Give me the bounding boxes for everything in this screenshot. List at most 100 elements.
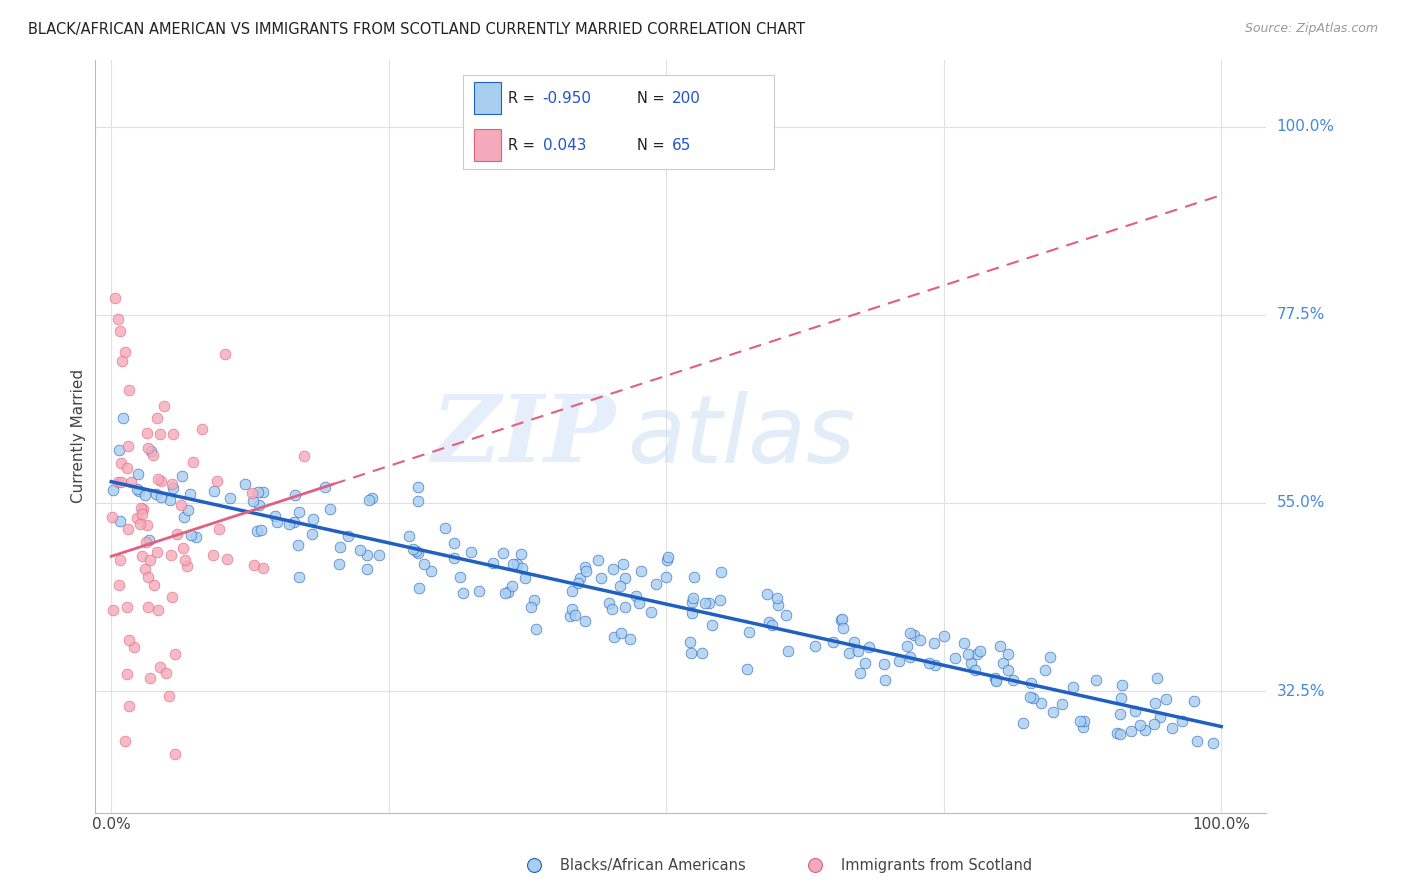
Point <box>405 543 427 558</box>
Point <box>170 468 193 483</box>
Point <box>1019 690 1042 704</box>
Point <box>108 578 131 592</box>
Point <box>609 579 631 593</box>
Point <box>283 515 305 529</box>
Point <box>201 548 224 562</box>
Point <box>1052 697 1074 711</box>
Point <box>101 509 124 524</box>
Point <box>832 621 855 635</box>
Point <box>110 552 132 566</box>
Point <box>561 583 583 598</box>
Point <box>1144 696 1167 710</box>
Point <box>603 630 626 644</box>
Point <box>120 475 142 490</box>
Point <box>1069 714 1091 728</box>
Point <box>887 654 910 668</box>
Point <box>240 486 263 500</box>
Point <box>1109 706 1132 721</box>
Point <box>412 558 434 572</box>
Point <box>135 535 157 549</box>
Point <box>831 612 853 626</box>
Point <box>159 492 181 507</box>
Point <box>118 383 141 397</box>
Point <box>963 664 986 678</box>
Point <box>776 644 799 658</box>
Point <box>501 579 523 593</box>
Point <box>349 542 371 557</box>
Point <box>506 558 529 572</box>
Point <box>136 518 159 533</box>
Point <box>494 586 516 600</box>
Point <box>128 484 150 499</box>
Point <box>693 596 716 610</box>
Point <box>162 481 184 495</box>
Text: atlas: atlas <box>627 391 856 482</box>
Point <box>934 629 956 643</box>
Point <box>202 483 225 498</box>
Point <box>110 514 132 528</box>
Point <box>337 529 360 543</box>
Point <box>945 650 967 665</box>
Point <box>136 570 159 584</box>
Point <box>181 455 204 469</box>
Point <box>252 485 274 500</box>
Point <box>449 570 471 584</box>
Point <box>176 559 198 574</box>
Point <box>247 485 270 500</box>
Point <box>960 657 983 671</box>
Point <box>166 527 188 541</box>
Point <box>288 570 311 584</box>
Point <box>564 608 586 623</box>
Point <box>111 410 134 425</box>
Point <box>218 491 240 505</box>
Point <box>356 548 378 562</box>
Point <box>420 564 443 578</box>
Point <box>149 490 172 504</box>
Point <box>561 602 583 616</box>
Point <box>520 600 543 615</box>
Point <box>136 426 159 441</box>
Point <box>1133 723 1156 737</box>
Point <box>246 524 269 539</box>
Point <box>145 487 167 501</box>
Point <box>115 600 138 615</box>
Point <box>569 570 592 584</box>
Point <box>242 558 264 572</box>
Point <box>205 474 228 488</box>
Point <box>924 658 946 673</box>
Point <box>614 599 637 614</box>
Point <box>169 498 191 512</box>
Point <box>153 399 176 413</box>
Point <box>710 566 733 580</box>
Point <box>288 505 311 519</box>
Y-axis label: Currently Married: Currently Married <box>72 369 86 503</box>
Point <box>266 515 288 529</box>
Point <box>1119 724 1142 739</box>
Point <box>150 474 173 488</box>
Point <box>146 411 169 425</box>
Point <box>111 353 134 368</box>
Point <box>179 487 201 501</box>
Point <box>134 488 156 502</box>
Point <box>873 673 896 688</box>
Point <box>1146 671 1168 685</box>
Point <box>600 601 623 615</box>
Text: 100.0%: 100.0% <box>1277 119 1334 134</box>
Point <box>184 530 207 544</box>
Point <box>681 595 703 609</box>
Point <box>118 633 141 648</box>
Point <box>842 634 865 648</box>
Point <box>252 561 274 575</box>
Point <box>1019 676 1042 690</box>
Point <box>138 533 160 547</box>
Point <box>766 591 789 606</box>
Point <box>117 522 139 536</box>
Point <box>162 590 184 604</box>
Point <box>1085 673 1108 687</box>
Point <box>107 475 129 490</box>
Point <box>873 657 896 672</box>
Point <box>433 520 456 534</box>
Point <box>117 699 139 714</box>
Point <box>1129 717 1152 731</box>
Point <box>398 529 420 543</box>
